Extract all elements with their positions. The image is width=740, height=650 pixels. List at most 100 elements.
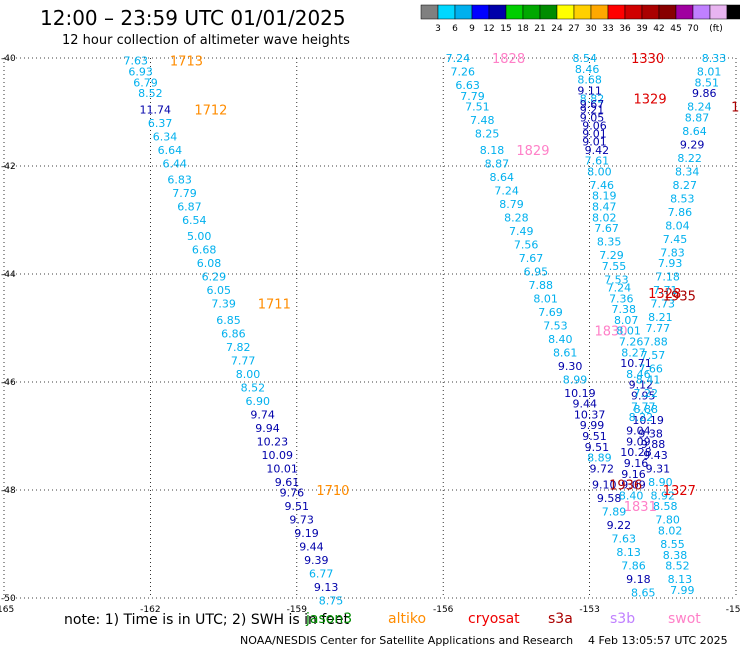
color-scale-label: 21 <box>534 24 545 34</box>
y-tick-label: -48 <box>1 486 16 496</box>
wave-height-value: 8.52 <box>665 560 690 573</box>
wave-height-value: 8.52 <box>241 381 266 394</box>
wave-height-value: 9.05 <box>580 111 605 124</box>
wave-height-value: 10.19 <box>632 414 664 427</box>
wave-height-value: 8.28 <box>504 211 529 224</box>
pass-time-label: 1329 <box>634 93 667 108</box>
wave-height-value: 8.47 <box>592 201 617 214</box>
wave-height-value: 8.33 <box>702 52 727 65</box>
color-scale-label: 24 <box>551 24 563 34</box>
pass-time-label: 1712 <box>194 103 227 118</box>
wave-height-value: 9.21 <box>580 103 605 116</box>
wave-height-value: 9.94 <box>255 422 280 435</box>
wave-height-value: 9.51 <box>585 441 610 454</box>
wave-height-value: 6.79 <box>133 76 158 89</box>
wave-height-value: 7.51 <box>465 101 490 114</box>
wave-height-value: 9.12 <box>629 379 654 392</box>
color-scale-label: 33 <box>602 24 613 34</box>
wave-height-value: 7.46 <box>590 179 615 192</box>
wave-height-value: 9.09 <box>626 435 651 448</box>
wave-height-value: 7.18 <box>655 271 680 284</box>
wave-height-value: 7.77 <box>231 354 256 367</box>
wave-height-value: 8.61 <box>553 346 578 359</box>
wave-height-value: 6.29 <box>202 271 227 284</box>
legend-item-cryosat: cryosat <box>468 611 520 627</box>
wave-height-value: 6.54 <box>182 214 207 227</box>
wave-height-value: 8.87 <box>485 157 510 170</box>
wave-height-value: 9.99 <box>580 419 605 432</box>
wave-height-value: 10.23 <box>257 435 289 448</box>
wave-height-value: 9.67 <box>580 98 605 111</box>
wave-height-value: 6.95 <box>524 265 549 278</box>
legend-item-s3b: s3b <box>610 611 636 627</box>
wave-height-value: 7.88 <box>643 336 668 349</box>
wave-height-value: 7.61 <box>585 155 610 168</box>
wave-height-value: 9.16 <box>621 468 646 481</box>
pass-time-label: 1330 <box>631 52 664 67</box>
wave-height-value: 7.53 <box>604 273 629 286</box>
x-tick-label: -162 <box>140 605 160 615</box>
wave-height-value: 7.26 <box>450 66 475 79</box>
wave-height-value: 8.27 <box>673 179 698 192</box>
wave-height-value: 8.00 <box>587 165 612 178</box>
wave-height-value: 9.58 <box>597 492 622 505</box>
pass-time-label: 1328 <box>648 287 681 302</box>
timestamp: 4 Feb 13:05:57 UTC 2025 <box>588 634 728 647</box>
wave-height-value: 7.49 <box>509 225 534 238</box>
pass-time-label: 1828 <box>492 52 525 67</box>
y-tick-label: -40 <box>1 54 16 64</box>
wave-height-value: 7.86 <box>668 206 693 219</box>
wave-height-value: 8.21 <box>648 311 673 324</box>
wave-height-value: 7.22 <box>633 387 658 400</box>
wave-height-value: 7.24 <box>446 52 471 65</box>
wave-height-value: 9.09 <box>621 479 646 492</box>
wave-height-value: 8.13 <box>668 573 693 586</box>
color-scale-label: 45 <box>670 24 681 34</box>
wave-height-value: 9.16 <box>624 457 649 470</box>
chart-subtitle: 12 hour collection of altimeter wave hei… <box>62 33 350 48</box>
wave-height-value: 8.04 <box>665 219 690 232</box>
wave-height-value: 9.29 <box>680 138 705 151</box>
wave-height-value: 8.22 <box>677 152 702 165</box>
wave-height-value: 8.01 <box>697 66 722 79</box>
wave-height-value: 6.85 <box>216 314 241 327</box>
wave-height-value: 8.53 <box>670 192 695 205</box>
wave-height-value: 8.89 <box>587 452 612 465</box>
wave-height-value: 9.88 <box>641 438 666 451</box>
color-scale-label: 27 <box>568 24 579 34</box>
wave-height-value: 7.57 <box>641 349 666 362</box>
wave-height-value: 8.34 <box>675 165 700 178</box>
pass-time-label: 19 <box>731 101 740 116</box>
wave-height-value: 10.01 <box>266 462 298 475</box>
x-tick-label: -153 <box>579 605 599 615</box>
wave-height-value: 7.45 <box>663 233 688 246</box>
satellite-legend: jason3 altiko cryosat s3a s3b swot <box>0 611 740 631</box>
legend-item-swot: swot <box>668 611 701 627</box>
wave-height-value: 8.27 <box>621 346 646 359</box>
wave-height-value: 9.42 <box>585 144 610 157</box>
wave-height-value: 7.83 <box>660 246 685 259</box>
color-scale-label: 39 <box>636 24 648 34</box>
wave-height-value: 9.18 <box>626 573 651 586</box>
wave-height-value: 9.06 <box>582 120 607 133</box>
color-scale-label: 42 <box>653 24 664 34</box>
wave-height-value: 8.19 <box>592 190 617 203</box>
wave-height-value: 9.22 <box>607 519 632 532</box>
pass-time-label: 1711 <box>258 298 291 313</box>
wave-height-value: 8.40 <box>548 333 573 346</box>
wave-height-value: 7.63 <box>612 533 637 546</box>
wave-height-value: 9.30 <box>558 360 583 373</box>
wave-height-value: 7.80 <box>655 514 680 527</box>
wave-height-value: 9.51 <box>285 500 310 513</box>
x-tick-label: -159 <box>287 605 308 615</box>
wave-height-value: 7.77 <box>646 322 671 335</box>
wave-height-value: 6.37 <box>148 117 173 130</box>
wave-height-value: 8.54 <box>572 52 597 65</box>
wave-height-value: 8.02 <box>592 211 617 224</box>
wave-height-value: 7.99 <box>670 584 695 597</box>
wave-height-value: 7.53 <box>543 319 568 332</box>
wave-height-value: 11.74 <box>140 103 172 116</box>
wave-height-value: 8.87 <box>685 111 710 124</box>
wave-height-value: 6.86 <box>221 327 246 340</box>
